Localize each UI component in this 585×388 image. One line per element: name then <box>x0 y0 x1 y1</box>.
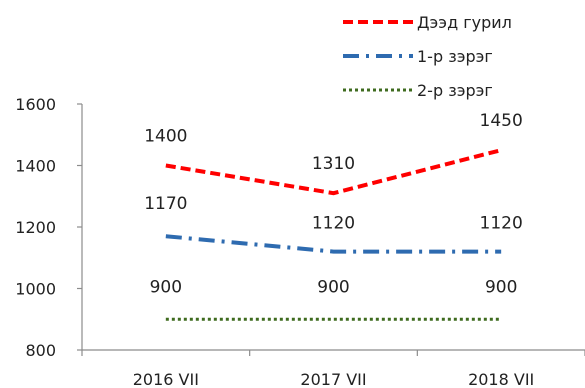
data-label: 900 <box>150 277 182 297</box>
y-tick-label: 1000 <box>15 280 56 299</box>
data-label: 900 <box>485 277 517 297</box>
data-label: 1310 <box>312 154 355 174</box>
x-tick-label: 2017 VII <box>300 370 366 388</box>
series-lines <box>165 148 502 321</box>
y-tick-label: 800 <box>25 341 56 360</box>
y-tick-label: 1200 <box>15 218 56 237</box>
data-label: 1450 <box>480 111 523 131</box>
data-label: 1120 <box>312 214 355 234</box>
legend-label-3: 2-р зэрэг <box>417 81 493 100</box>
data-label: 900 <box>317 277 349 297</box>
data-label: 1120 <box>480 214 523 234</box>
chart-axes: 800 1000 1200 1400 1600 2016 VII 2017 VII 2018 … <box>15 95 585 388</box>
legend: Дээд гурил 1-р зэрэг 2-р зэрэг <box>343 13 512 100</box>
y-tick-label: 1600 <box>15 95 56 114</box>
data-label: 1400 <box>144 127 187 147</box>
x-tick-label: 2018 VII <box>468 370 534 388</box>
series-line-2 <box>165 234 502 254</box>
data-label: 1170 <box>144 194 187 214</box>
x-tick-label: 2016 VII <box>133 370 199 388</box>
legend-label-2: 1-р зэрэг <box>417 47 493 66</box>
y-tick-label: 1400 <box>15 157 56 176</box>
data-labels: 1400 1310 1450 1170 1120 1120 900 900 900 <box>144 111 523 297</box>
legend-label-1: Дээд гурил <box>417 13 512 32</box>
